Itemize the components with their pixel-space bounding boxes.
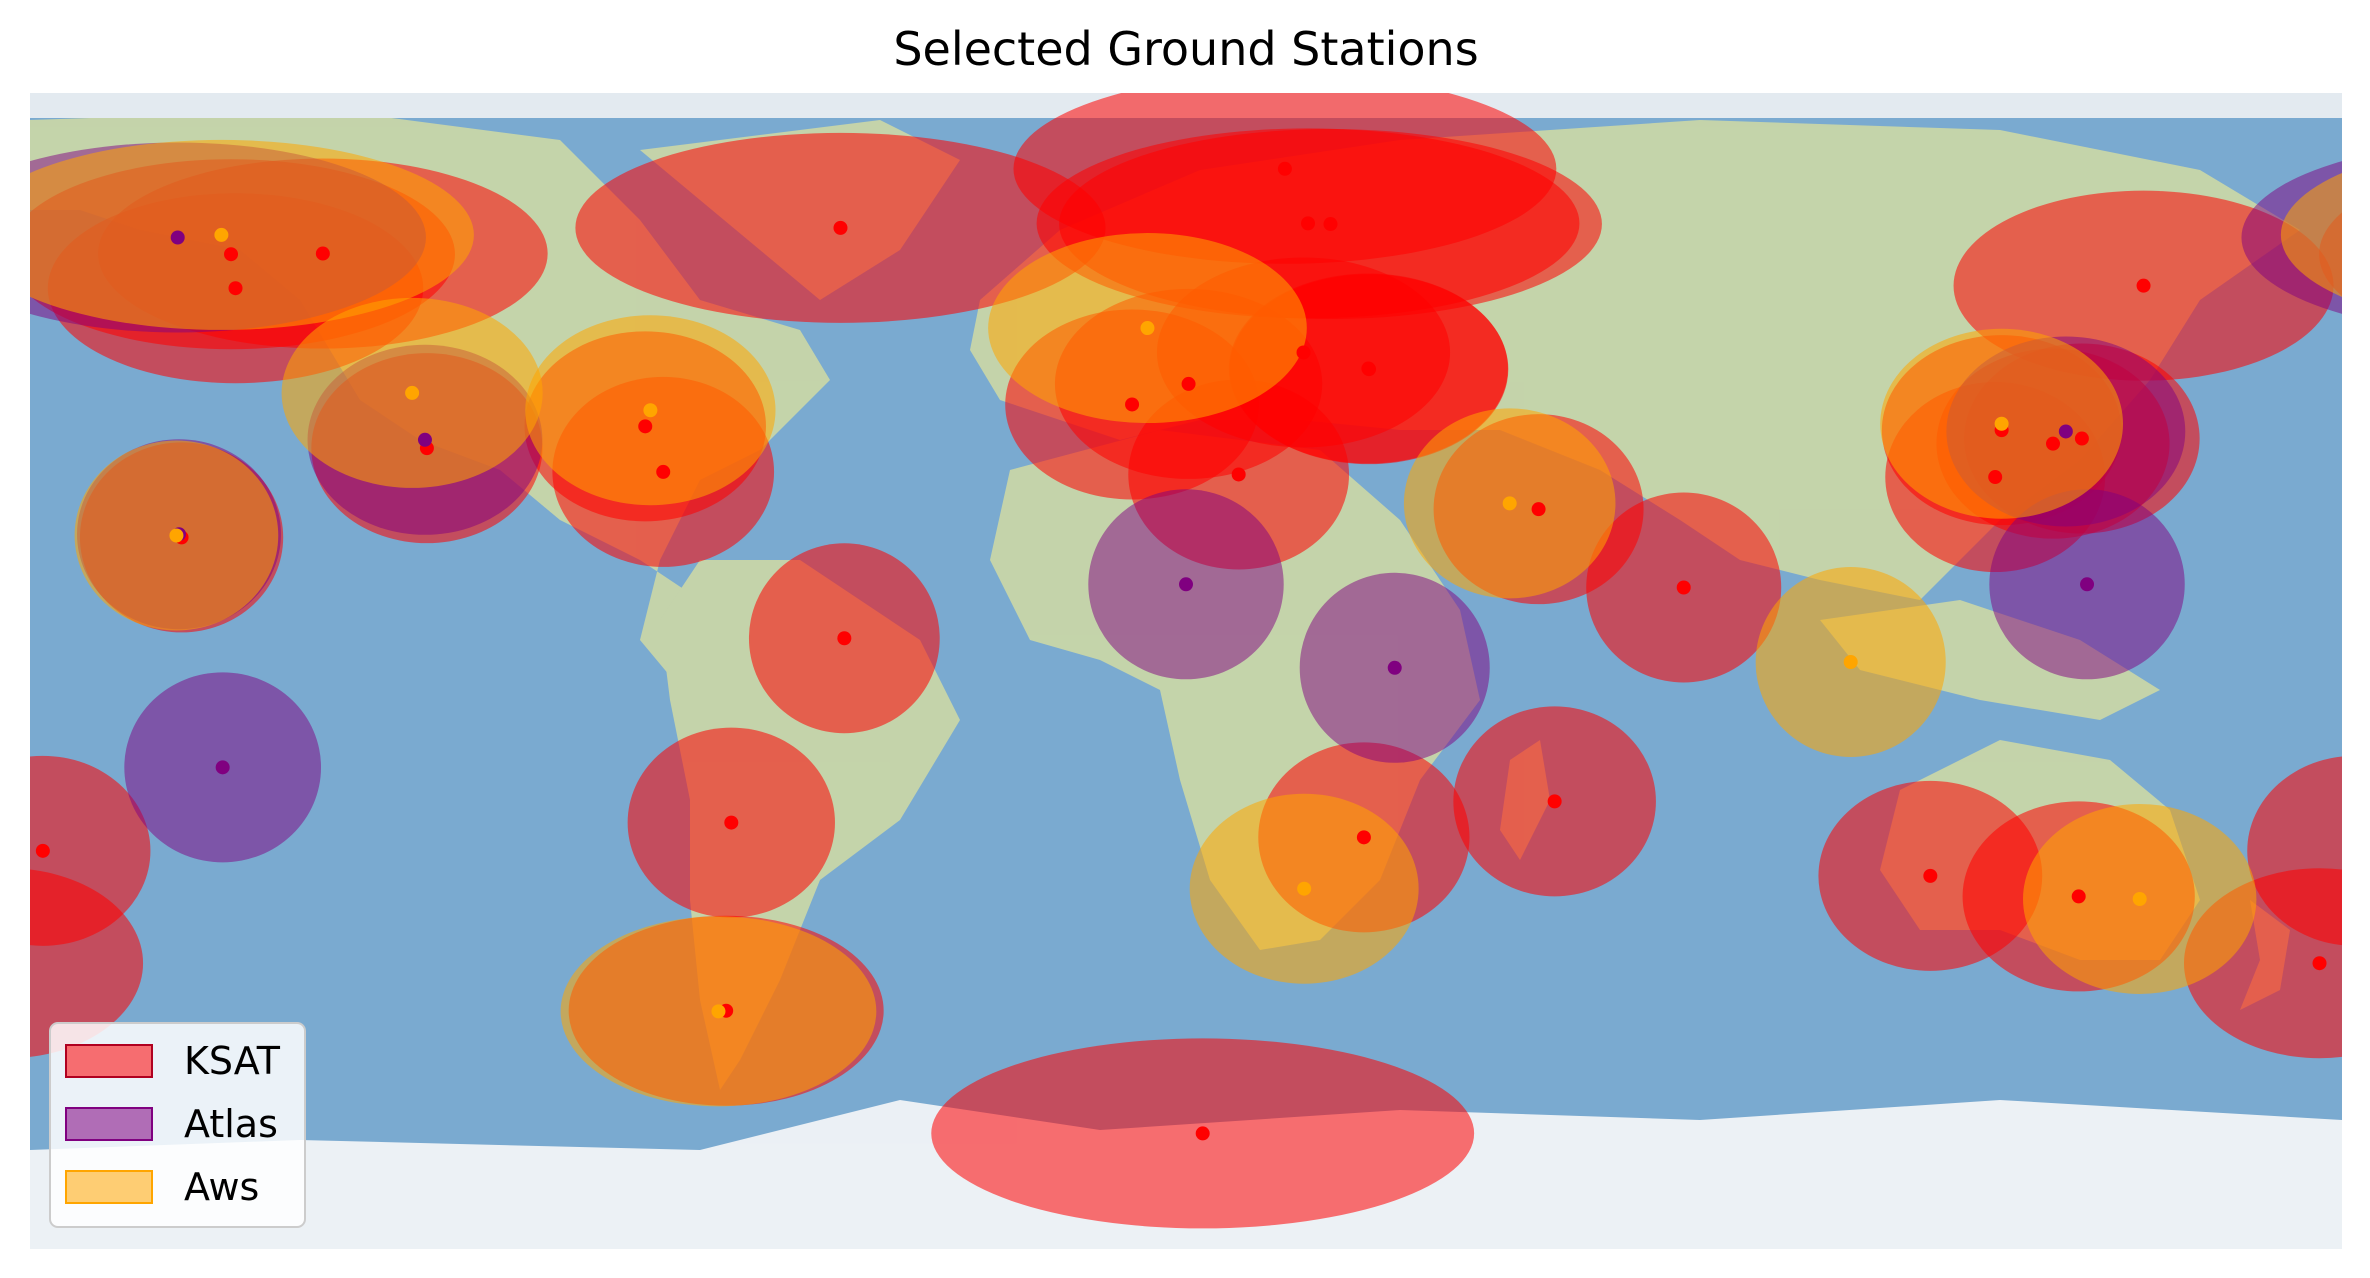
ksat-station-marker xyxy=(833,220,848,235)
ksat-coverage-area xyxy=(30,755,151,946)
legend-swatch-atlas xyxy=(65,1107,153,1141)
ksat-station-marker xyxy=(1531,502,1546,517)
station-markers xyxy=(35,161,2327,1141)
ksat-station-marker xyxy=(1988,470,2003,485)
ksat-station-marker xyxy=(1356,830,1371,845)
ksat-station-marker xyxy=(2312,956,2327,971)
map-plot-area xyxy=(30,93,2342,1249)
legend-label-atlas: Atlas xyxy=(184,1102,278,1146)
legend-swatch-ksat xyxy=(65,1044,153,1078)
aws-station-marker xyxy=(1502,496,1517,511)
ksat-station-marker xyxy=(1361,361,1376,376)
aws-station-marker xyxy=(2132,891,2147,906)
ksat-station-marker xyxy=(1195,1126,1210,1141)
aws-coverage-area xyxy=(2280,172,2342,297)
aws-station-marker xyxy=(711,1004,726,1019)
ksat-station-marker xyxy=(724,815,739,830)
aws-station-marker xyxy=(214,227,229,242)
ksat-station-marker xyxy=(315,246,330,261)
atlas-station-marker xyxy=(1387,660,1402,675)
aws-coverage-area xyxy=(30,139,474,330)
ksat-station-marker xyxy=(1231,467,1246,482)
ksat-station-marker xyxy=(1296,345,1311,360)
aws-station-marker xyxy=(1140,321,1155,336)
ksat-station-marker xyxy=(1277,161,1292,176)
legend-label-ksat: KSAT xyxy=(184,1039,281,1083)
chart-title: Selected Ground Stations xyxy=(893,22,1478,76)
ksat-station-marker xyxy=(1125,397,1140,412)
ksat-station-marker xyxy=(2071,889,2086,904)
ksat-station-marker xyxy=(1181,376,1196,391)
aws-station-marker xyxy=(1297,881,1312,896)
atlas-station-marker xyxy=(2058,424,2073,439)
ksat-station-marker xyxy=(1301,216,1316,231)
aws-station-marker xyxy=(1994,416,2009,431)
aws-station-marker xyxy=(1843,655,1858,670)
atlas-station-marker xyxy=(2080,577,2095,592)
ksat-station-marker xyxy=(1547,794,1562,809)
ksat-station-marker xyxy=(228,281,243,296)
ksat-station-marker xyxy=(1923,868,1938,883)
ksat-station-marker xyxy=(1676,580,1691,595)
ksat-station-marker xyxy=(837,631,852,646)
atlas-station-marker xyxy=(417,432,432,447)
atlas-station-marker xyxy=(170,230,185,245)
legend-swatch-aws xyxy=(65,1170,153,1204)
aws-station-marker xyxy=(405,385,420,400)
legend-label-aws: Aws xyxy=(184,1165,259,1209)
ksat-station-marker xyxy=(638,419,653,434)
ksat-station-marker xyxy=(1323,217,1338,232)
atlas-station-marker xyxy=(1179,577,1193,592)
ksat-coverage-area xyxy=(2247,756,2342,946)
aws-station-marker xyxy=(643,403,658,418)
atlas-station-marker xyxy=(215,760,230,775)
aws-station-marker xyxy=(169,528,184,543)
ksat-station-marker xyxy=(2136,278,2151,293)
ksat-station-marker xyxy=(224,247,239,262)
ksat-station-marker xyxy=(35,843,50,858)
ksat-station-marker xyxy=(2074,431,2089,446)
ksat-station-marker xyxy=(2046,436,2060,451)
legend: KSAT Atlas Aws xyxy=(49,1022,306,1228)
ksat-station-marker xyxy=(656,464,671,479)
